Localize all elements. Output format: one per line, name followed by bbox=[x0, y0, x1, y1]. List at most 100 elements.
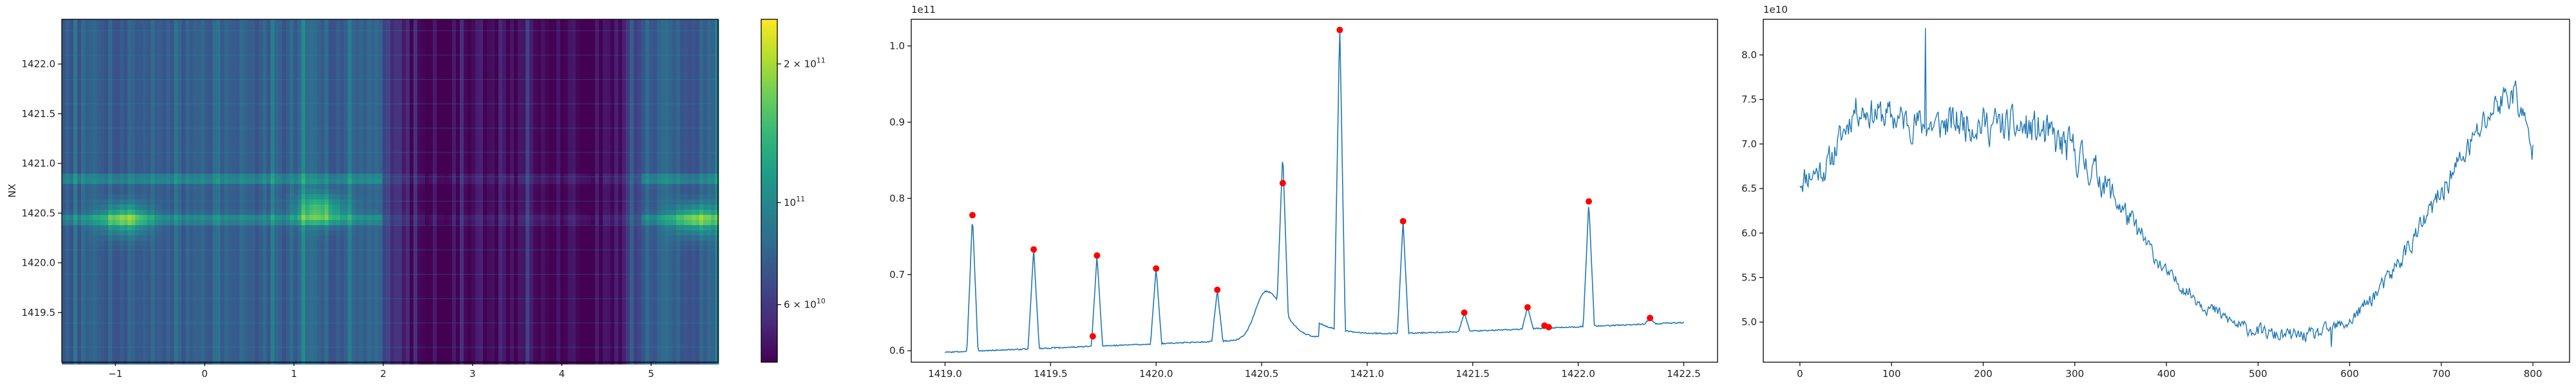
heatmap-cell bbox=[367, 122, 372, 128]
heatmap-cell bbox=[185, 86, 190, 92]
heatmap-cell bbox=[147, 117, 151, 123]
heatmap-cell bbox=[641, 148, 646, 154]
heatmap-cell bbox=[313, 55, 317, 61]
heatmap-cell bbox=[576, 60, 580, 66]
heatmap-cell bbox=[317, 163, 321, 169]
heatmap-cell bbox=[448, 66, 453, 71]
heatmap-cell bbox=[468, 55, 472, 61]
heatmap-cell bbox=[305, 102, 310, 107]
heatmap-cell bbox=[197, 50, 202, 56]
heatmap-cell bbox=[665, 148, 669, 154]
heatmap-cell bbox=[444, 158, 449, 164]
heatmap-cell bbox=[475, 133, 480, 138]
heatmap-cell bbox=[274, 19, 279, 25]
heatmap-cell bbox=[375, 112, 379, 118]
heatmap-cell bbox=[464, 24, 468, 30]
heatmap-cell bbox=[81, 143, 86, 149]
heatmap-cell bbox=[332, 143, 337, 149]
heatmap-cell bbox=[498, 19, 503, 25]
heatmap-cell bbox=[355, 163, 360, 169]
heatmap-cell bbox=[599, 91, 603, 97]
heatmap-cell bbox=[518, 19, 522, 25]
heatmap-cell bbox=[379, 86, 383, 92]
heatmap-cell bbox=[108, 112, 113, 118]
heatmap-cell bbox=[556, 153, 561, 159]
heatmap-cell bbox=[452, 107, 457, 113]
heatmap-cell bbox=[162, 143, 167, 149]
heatmap-cell bbox=[278, 40, 283, 46]
heatmap-cell bbox=[116, 163, 120, 169]
heatmap-cell bbox=[89, 158, 93, 164]
heatmap-cell bbox=[440, 158, 445, 164]
heatmap-cell bbox=[599, 45, 603, 51]
heatmap-cell bbox=[301, 50, 306, 56]
heatmap-cell bbox=[603, 76, 607, 82]
heatmap-cell bbox=[475, 117, 480, 123]
heatmap-cell bbox=[298, 55, 302, 61]
heatmap-cell bbox=[270, 91, 275, 97]
heatmap-cell bbox=[81, 138, 86, 143]
heatmap-cell bbox=[263, 35, 267, 41]
heatmap-cell bbox=[332, 66, 337, 71]
heatmap-cell bbox=[452, 45, 457, 51]
heatmap-cell bbox=[417, 35, 422, 41]
heatmap-cell bbox=[649, 45, 654, 51]
heatmap-cell bbox=[587, 45, 592, 51]
heatmap-cell bbox=[66, 50, 70, 56]
heatmap-cell bbox=[498, 86, 503, 92]
heatmap-cell bbox=[665, 71, 669, 77]
heatmap-cell bbox=[294, 81, 298, 87]
heatmap-cell bbox=[166, 71, 171, 77]
heatmap-cell bbox=[270, 96, 275, 102]
heatmap-cell bbox=[216, 169, 221, 174]
heatmap-cell bbox=[425, 127, 430, 133]
heatmap-cell bbox=[576, 112, 580, 118]
heatmap-cell bbox=[456, 102, 460, 107]
heatmap-cell bbox=[201, 50, 205, 56]
heatmap-cell bbox=[232, 163, 236, 169]
heatmap-cell bbox=[460, 148, 464, 154]
heatmap-cell bbox=[464, 19, 468, 25]
heatmap-cell bbox=[162, 117, 167, 123]
heatmap-cell bbox=[255, 96, 260, 102]
heatmap-cell bbox=[413, 86, 418, 92]
heatmap-cell bbox=[243, 45, 248, 51]
heatmap-cell bbox=[699, 55, 704, 61]
heatmap-cell bbox=[680, 143, 685, 149]
heatmap-cell bbox=[166, 19, 171, 25]
heatmap-cell bbox=[367, 158, 372, 164]
heatmap-cell bbox=[309, 45, 314, 51]
heatmap-cell bbox=[236, 45, 240, 51]
heatmap-cell bbox=[309, 71, 314, 77]
heatmap-cell bbox=[502, 133, 507, 138]
heatmap-cell bbox=[66, 107, 70, 113]
heatmap-cell bbox=[104, 60, 109, 66]
heatmap-cell bbox=[170, 76, 175, 82]
heatmap-cell bbox=[665, 117, 669, 123]
heatmap-cell bbox=[309, 133, 314, 138]
heatmap-cell bbox=[653, 127, 658, 133]
heatmap-cell bbox=[294, 30, 298, 35]
heatmap-cell bbox=[568, 138, 573, 143]
heatmap-cell bbox=[614, 127, 619, 133]
heatmap-cell bbox=[228, 138, 232, 143]
heatmap-cell bbox=[514, 127, 518, 133]
heatmap-cell bbox=[641, 163, 646, 169]
heatmap-cell bbox=[564, 117, 569, 123]
heatmap-cell bbox=[182, 50, 186, 56]
heatmap-cell bbox=[352, 133, 356, 138]
heatmap-cell bbox=[468, 35, 472, 41]
heatmap-cell bbox=[560, 40, 565, 46]
heatmap-cell bbox=[645, 45, 650, 51]
heatmap-cell bbox=[166, 153, 171, 159]
heatmap-cell bbox=[603, 30, 607, 35]
heatmap-cell bbox=[220, 66, 225, 71]
heatmap-cell bbox=[506, 158, 511, 164]
heatmap-cell bbox=[452, 163, 457, 169]
heatmap-cell bbox=[263, 91, 267, 97]
heatmap-cell bbox=[487, 60, 491, 66]
heatmap-cell bbox=[440, 60, 445, 66]
heatmap-cell bbox=[383, 19, 387, 25]
heatmap-cell bbox=[611, 35, 615, 41]
heatmap-cell bbox=[263, 102, 267, 107]
